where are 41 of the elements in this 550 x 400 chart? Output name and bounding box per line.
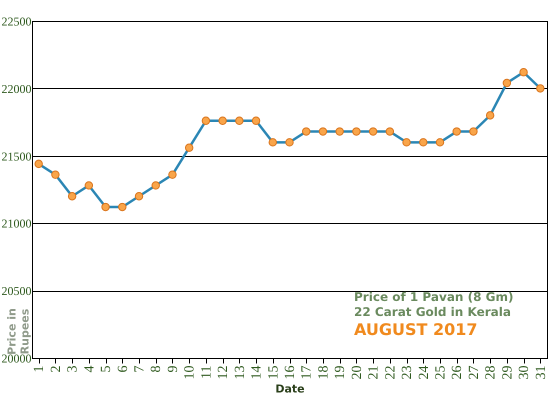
x-tick-label: 20 [350,366,365,380]
x-tick-label: 21 [366,366,382,380]
y-tick-label: 22500 [2,14,32,28]
y-tick-label: 22000 [2,82,32,96]
x-tick-label: 31 [534,366,549,380]
x-tick-label: 17 [300,366,315,380]
x-tick-label: 7 [132,366,148,372]
x-tick-label: 19 [333,366,348,380]
y-tick-label: 21500 [2,149,32,164]
x-tick-label: 9 [166,366,181,372]
y-tick-label: 21000 [2,216,32,231]
x-tick-label: 3 [66,366,81,372]
x-tick-label: 12 [216,366,232,380]
annotation: 22 Carat Gold in Kerala [354,305,511,319]
x-tick-label: 11 [199,366,214,379]
x-tick-label: 18 [316,366,332,380]
y-axis-title: Price in Rupees [6,308,32,355]
annotation: AUGUST 2017 [354,320,478,339]
x-axis-title: Date [275,382,305,396]
x-tick-label: 1 [32,366,48,372]
x-tick-label: 15 [266,366,282,380]
x-tick-label: 14 [250,366,265,380]
x-tick-label: 22 [383,366,398,380]
x-tick-label: 6 [116,366,131,372]
x-tick-label: 8 [149,366,164,372]
x-tick-label: 26 [450,366,466,380]
x-tick-label: 4 [82,366,98,372]
x-tick-label: 24 [416,366,432,380]
x-tick-label: 2 [48,366,64,372]
x-tick-label: 10 [182,366,198,380]
x-tick-label: 5 [99,366,114,372]
x-tick-label: 28 [484,366,499,380]
x-tick-label: 25 [433,366,448,380]
x-tick-label: 16 [283,366,298,380]
x-tick-label: 30 [517,366,532,380]
annotation: Price of 1 Pavan (8 Gm) [354,290,514,304]
y-tick-label: 20500 [2,284,32,298]
x-tick-label: 27 [466,366,482,380]
x-tick-label: 29 [500,366,516,380]
x-tick-label: 13 [232,366,248,380]
x-tick-label: 23 [400,366,416,380]
